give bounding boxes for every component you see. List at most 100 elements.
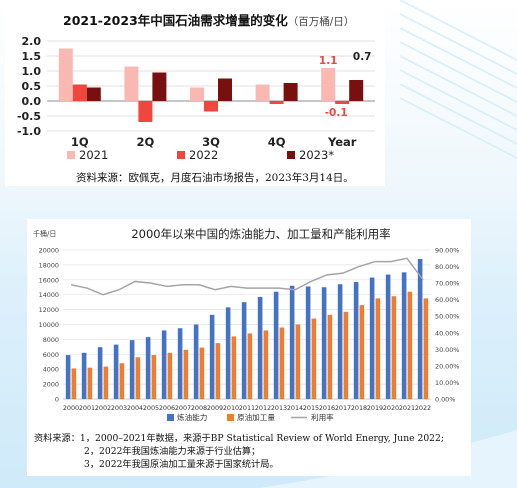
chart2-throughput-bar xyxy=(311,318,317,399)
chart2-ytick: 20000 xyxy=(39,247,59,255)
chart2-capacity-bar xyxy=(97,347,103,399)
chart1-ytick: 0.0 xyxy=(22,95,42,108)
chart1-data-label: 1.1 xyxy=(319,55,338,67)
chart2-xtick: 2001 xyxy=(79,404,95,412)
chart1-legend-swatch xyxy=(177,151,185,159)
chart2-xtick: 2006 xyxy=(159,404,175,412)
chart2-xtick: 2011 xyxy=(239,404,255,412)
chart1-legend-swatch xyxy=(287,151,295,159)
chart1-bar xyxy=(190,87,204,101)
chart2-throughput-bar xyxy=(199,347,205,399)
chart2-capacity-bar xyxy=(113,344,119,399)
chart2-utilization-line xyxy=(70,257,424,296)
chart2-capacity-bar xyxy=(257,296,263,399)
chart2-throughput-bar xyxy=(135,357,141,399)
chart2-capacity-bar xyxy=(161,330,167,399)
chart1-data-label: 0.7 xyxy=(353,51,372,63)
chart1-xtick: 1Q xyxy=(71,135,89,149)
chart2-throughput-bar xyxy=(119,363,125,399)
chart2-y2tick: 0.00% xyxy=(435,396,455,404)
chart1-legend-label: 2022 xyxy=(189,148,218,162)
chart1-bar xyxy=(349,80,364,101)
chart2-capacity-bar xyxy=(369,277,375,399)
refining-chart-panel: 2000年以来中国的炼油能力、加工量和产能利用率 千桶/日 20000 18000 16… xyxy=(27,219,471,476)
chart1-legend-label: 2021 xyxy=(79,148,108,162)
chart2-throughput-bar xyxy=(327,314,333,399)
chart2-throughput-bar xyxy=(215,343,221,399)
chart2-xtick: 2018 xyxy=(351,404,367,412)
chart2-xtick: 2022 xyxy=(415,404,431,412)
chart2-y2tick: 40.00% xyxy=(435,329,459,337)
chart2-xtick: 2015 xyxy=(303,404,319,412)
chart2-xtick: 2013 xyxy=(271,404,287,412)
chart2-ytick: 12000 xyxy=(39,306,59,314)
chart1-bar xyxy=(58,48,73,101)
chart2-capacity-bar xyxy=(305,286,311,399)
chart2-xtick: 2021 xyxy=(399,404,415,412)
chart2-xtick: 2008 xyxy=(191,404,207,412)
chart2-capacity-bar xyxy=(321,287,327,399)
chart2-ytick: 10000 xyxy=(39,321,59,329)
chart2-capacity-bar xyxy=(145,337,151,399)
chart2-y2tick: 50.00% xyxy=(435,313,459,321)
chart1-bar xyxy=(255,84,270,101)
chart1-ytick: -0.5 xyxy=(17,110,41,123)
chart1-legend-swatch xyxy=(67,151,75,159)
chart2-xtick: 2009 xyxy=(207,404,223,412)
refining-capacity-chart: 2000年以来中国的炼油能力、加工量和产能利用率千桶/日200001800016… xyxy=(33,227,459,422)
chart2-capacity-bar xyxy=(241,302,247,399)
chart2-capacity-bar xyxy=(209,314,215,399)
chart2-legend-swatch xyxy=(227,414,234,421)
chart1-bar xyxy=(86,87,101,101)
chart1-legend-label: 2023* xyxy=(299,148,334,162)
chart1-bar xyxy=(124,66,139,101)
chart1-bar xyxy=(335,101,350,104)
chart2-throughput-bar xyxy=(343,311,349,399)
chart1-bar xyxy=(72,84,87,101)
chart2-ytick: 14000 xyxy=(39,291,59,299)
demand-chart-panel: 2021-2023年中国石油需求增量的变化（百万桶/日） 2.0 1.5 1.0 0.5… xyxy=(5,3,385,186)
chart2-capacity-bar xyxy=(289,285,295,399)
chart2-xtick: 2020 xyxy=(383,404,399,412)
chart1-bar xyxy=(269,101,284,104)
chart2-capacity-bar xyxy=(417,258,423,399)
chart2-throughput-bar xyxy=(167,352,173,399)
chart1-bar xyxy=(321,68,336,101)
chart1-xtick: Year xyxy=(327,135,357,149)
chart1-ytick: 2.0 xyxy=(22,35,42,48)
chart2-ylabel: 千桶/日 xyxy=(33,229,56,238)
chart2-capacity-bar xyxy=(353,282,359,399)
chart2-throughput-bar xyxy=(407,291,413,399)
chart2-throughput-bar xyxy=(87,367,93,399)
chart2-xtick: 2019 xyxy=(367,404,383,412)
chart1-ytick: 0.5 xyxy=(22,80,42,93)
chart2-xtick: 2014 xyxy=(287,404,303,412)
chart2-xtick: 2017 xyxy=(335,404,351,412)
chart2-ytick: 0 xyxy=(55,396,59,404)
chart2-y2tick: 90.00% xyxy=(435,247,459,255)
chart2-legend-label: 利用率 xyxy=(311,412,334,422)
chart2-throughput-bar xyxy=(71,368,77,399)
chart2-capacity-bar xyxy=(81,352,87,399)
chart2-throughput-bar xyxy=(279,327,285,399)
chart2-capacity-bar xyxy=(273,291,279,399)
chart1-title: 2021-2023年中国石油需求增量的变化（百万桶/日） xyxy=(63,13,354,28)
chart2-ytick: 8000 xyxy=(43,336,59,344)
chart1-ytick: 1.0 xyxy=(22,65,42,78)
chart2-throughput-bar xyxy=(103,366,109,399)
chart2-capacity-bar xyxy=(177,328,183,399)
chart2-throughput-bar xyxy=(391,296,397,399)
chart2-capacity-bar xyxy=(401,272,407,399)
chart2-xtick: 2012 xyxy=(255,404,271,412)
demand-growth-chart: 2021-2023年中国石油需求增量的变化（百万桶/日） 2.0 1.5 1.0 0.5… xyxy=(17,13,375,162)
chart1-xtick: 2Q xyxy=(137,135,155,149)
chart1-bar xyxy=(218,78,232,101)
chart2-capacity-bar xyxy=(225,307,231,399)
chart2-y2tick: 10.00% xyxy=(435,379,459,387)
chart2-throughput-bar xyxy=(423,298,429,399)
chart2-throughput-bar xyxy=(247,333,253,399)
chart2-throughput-bar xyxy=(263,330,269,399)
chart2-xtick: 2005 xyxy=(143,404,159,412)
chart1-xtick: 3Q xyxy=(202,135,220,149)
chart2-y2tick: 80.00% xyxy=(435,263,459,271)
